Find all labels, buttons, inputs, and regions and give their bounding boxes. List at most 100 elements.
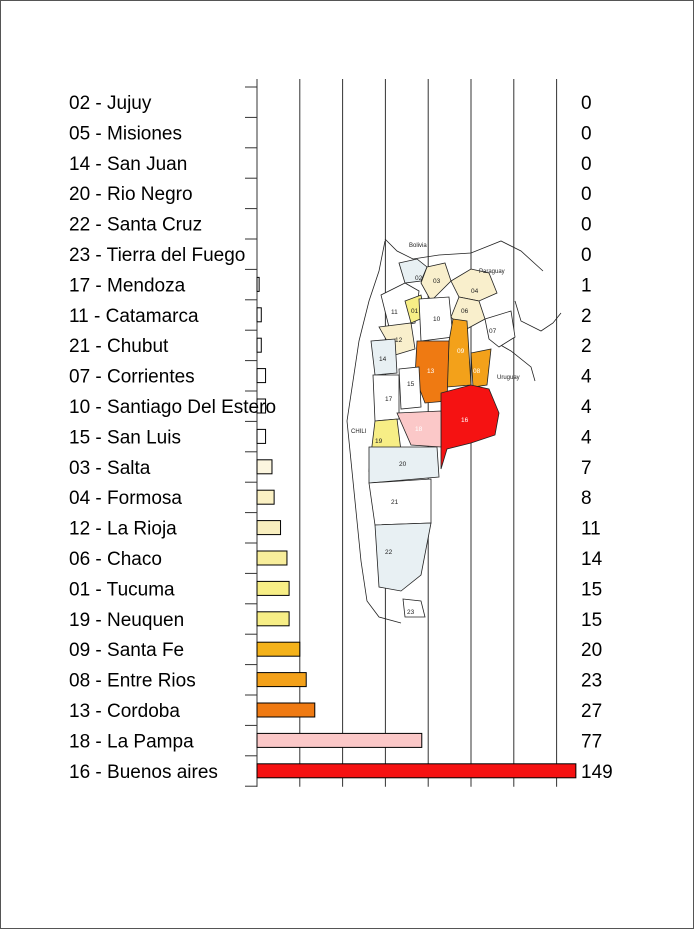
- country-label: Paraguay: [479, 269, 505, 275]
- province-label: 15: [407, 381, 415, 388]
- province-21: [368, 478, 432, 526]
- province-23: [402, 598, 426, 618]
- province-20: [368, 446, 440, 484]
- bar: [256, 307, 262, 323]
- data-label: 4: [581, 367, 592, 388]
- data-label: 14: [581, 549, 603, 570]
- bar: [256, 702, 316, 718]
- province-03: [420, 262, 452, 302]
- bars: [256, 276, 577, 779]
- data-label: 8: [581, 488, 592, 509]
- province-label: 21: [391, 499, 399, 506]
- category-label: 12 - La Rioja: [69, 519, 177, 540]
- category-label: 07 - Corrientes: [69, 367, 195, 388]
- data-label: 15: [581, 610, 602, 631]
- category-label: 01 - Tucuma: [69, 579, 175, 600]
- data-label: 0: [581, 93, 592, 114]
- data-label: 15: [581, 579, 602, 600]
- data-label: 7: [581, 458, 592, 479]
- value-labels: 0 0 0 0 0 0 1 2 2 4 4 4 7 8 11 14 15 15 20 23 27 77 149: [581, 93, 613, 783]
- category-label: 08 - Entre Rios: [69, 671, 196, 692]
- province-16: [440, 384, 500, 470]
- province-label: 04: [471, 288, 479, 295]
- country-label: Bolivia: [409, 243, 427, 249]
- province-label: 11: [391, 309, 398, 316]
- province-09: [446, 318, 472, 388]
- data-label: 4: [581, 427, 592, 448]
- data-label: 0: [581, 123, 592, 144]
- category-label: 18 - La Pampa: [69, 731, 194, 752]
- country-label: Uruguay: [497, 375, 520, 381]
- data-label: 20: [581, 640, 602, 661]
- province-18: [396, 410, 442, 448]
- bar: [256, 459, 273, 475]
- bar: [256, 611, 290, 627]
- category-label: 21 - Chubut: [69, 336, 169, 357]
- province-label: 16: [461, 417, 469, 424]
- data-label: 149: [581, 762, 613, 783]
- category-label: 03 - Salta: [69, 458, 151, 479]
- data-label: 2: [581, 306, 592, 327]
- data-label: 4: [581, 397, 592, 418]
- province-14: [370, 338, 398, 376]
- province-08: [470, 348, 492, 388]
- bar: [256, 763, 577, 779]
- bar: [256, 428, 267, 444]
- data-label: 27: [581, 701, 602, 722]
- data-label: 1: [581, 275, 592, 296]
- category-label: 20 - Rio Negro: [69, 184, 193, 205]
- province-label: 03: [433, 278, 441, 285]
- category-label: 22 - Santa Cruz: [69, 215, 202, 236]
- bar: [256, 489, 275, 505]
- category-label: 04 - Formosa: [69, 488, 182, 509]
- bar: [256, 550, 288, 566]
- province-label: 13: [427, 368, 435, 375]
- bar: [256, 276, 260, 292]
- country-label: CHILI: [351, 429, 367, 435]
- border-bolivia-paraguay: [384, 238, 544, 272]
- border-uruguay: [496, 342, 536, 382]
- province-label: 01: [411, 308, 419, 315]
- category-label: 23 - Tierra del Fuego: [69, 245, 245, 266]
- bar: [256, 398, 267, 414]
- category-label: 16 - Buenos aires: [69, 762, 218, 783]
- data-label: 0: [581, 215, 592, 236]
- category-label: 11 - Catamarca: [69, 306, 199, 327]
- data-label: 11: [581, 519, 601, 540]
- border-chile: [346, 240, 402, 624]
- province-22: [374, 522, 432, 592]
- province-label: 20: [399, 461, 407, 468]
- data-label: 2: [581, 336, 592, 357]
- province-label: 19: [375, 438, 383, 445]
- category-label: 14 - San Juan: [69, 154, 187, 175]
- province-label: 07: [489, 328, 497, 335]
- bar: [256, 368, 267, 384]
- category-label: 09 - Santa Fe: [69, 640, 184, 661]
- bar: [256, 337, 262, 353]
- bar: [256, 641, 301, 657]
- province-label: 10: [433, 316, 441, 323]
- category-label: 13 - Cordoba: [69, 701, 180, 722]
- category-labels: 02 - Jujuy 05 - Misiones 14 - San Juan 20 -…: [69, 93, 276, 783]
- province-label: 14: [379, 356, 387, 363]
- category-label: 19 - Neuquen: [69, 610, 184, 631]
- province-label: 08: [473, 368, 481, 375]
- bar: [256, 672, 307, 688]
- province-label: 22: [385, 549, 393, 556]
- data-label: 23: [581, 671, 602, 692]
- province-label: 09: [457, 348, 465, 355]
- category-label: 15 - San Luis: [69, 427, 181, 448]
- province-07: [484, 310, 516, 348]
- data-label: 77: [581, 731, 602, 752]
- category-label: 02 - Jujuy: [69, 93, 152, 114]
- province-label: 18: [415, 426, 423, 433]
- argentina-map: Bolivia Paraguay Uruguay CHILI 02 03 04 11 01 06 1…: [346, 238, 562, 624]
- category-label: 06 - Chaco: [69, 549, 162, 570]
- border-brazil: [514, 300, 562, 332]
- category-label: 10 - Santiago Del Estero: [69, 397, 276, 418]
- bar: [256, 520, 282, 536]
- province-17: [372, 374, 400, 422]
- bar: [256, 580, 290, 596]
